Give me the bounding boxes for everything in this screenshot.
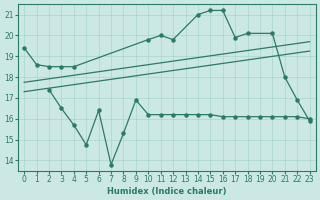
X-axis label: Humidex (Indice chaleur): Humidex (Indice chaleur) — [107, 187, 227, 196]
